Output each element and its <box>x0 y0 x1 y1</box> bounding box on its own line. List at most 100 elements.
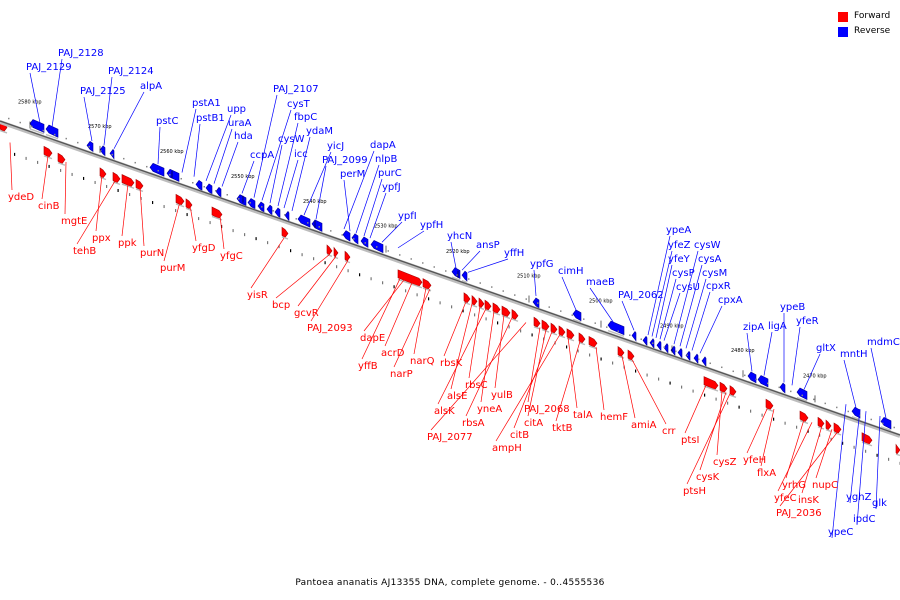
dot-mark-low-27 <box>324 261 326 265</box>
rev-leader-2 <box>83 96 93 142</box>
fwd-gene-label-13: PAJ_2093 <box>307 323 353 334</box>
forward-gene-39-shadow <box>833 431 842 436</box>
dot-mark-low-73 <box>853 445 855 449</box>
dot-mark-46 <box>537 302 539 304</box>
legend-forward-label: Forward <box>854 11 891 21</box>
dot-mark-low-62 <box>727 401 729 405</box>
rev-gene-label-14: cysW <box>278 134 305 145</box>
rev-leader-12 <box>253 94 278 198</box>
fwd-leader-16 <box>361 278 401 360</box>
rev-gene-label-48: gltX <box>816 343 836 354</box>
dot-mark-low-66 <box>773 417 775 421</box>
forward-gene-39 <box>833 422 842 434</box>
rev-gene-label-54: ypeC <box>828 527 853 538</box>
dot-mark-57 <box>663 346 665 348</box>
dot-mark-low-57 <box>669 381 671 385</box>
dot-mark-26 <box>307 222 309 224</box>
reverse-gene-28 <box>642 335 648 347</box>
forward-gene-33 <box>719 381 728 394</box>
rev-leader-53 <box>856 411 867 526</box>
dot-mark-27 <box>318 226 320 228</box>
forward-gene-7-shadow <box>175 203 185 208</box>
dot-mark-17 <box>203 185 205 188</box>
dot-mark-55 <box>640 338 642 340</box>
tick-label-2: 2560 kbp <box>160 149 184 155</box>
forward-gene-2-shadow <box>57 162 66 166</box>
rev-leader-49 <box>843 359 857 408</box>
forward-gene-11 <box>326 244 333 256</box>
rev-gene-label-17: ydaM <box>306 126 333 137</box>
tick-label-6: 2520 kbp <box>446 249 470 255</box>
rev-gene-label-22: nlpB <box>375 154 397 165</box>
dot-mark-14 <box>169 173 171 176</box>
rev-gene-label-43: cpxA <box>718 295 743 306</box>
dot-mark-low-14 <box>175 209 177 213</box>
dot-mark-1 <box>19 121 21 124</box>
legend: Forward Reverse <box>838 9 890 39</box>
fwd-gene-label-32: tktB <box>552 423 573 434</box>
reverse-gene-24 <box>532 297 540 309</box>
rev-gene-label-29: yffH <box>504 248 524 259</box>
reverse-gene-41 <box>851 406 861 419</box>
tick-label-7: 2510 kbp <box>517 274 541 280</box>
forward-gene-track <box>0 120 900 457</box>
dot-mark-low-30 <box>359 273 361 277</box>
rev-leader-15 <box>277 122 299 207</box>
dot-mark-64 <box>744 374 746 377</box>
dot-mark-low-36 <box>428 297 430 301</box>
fwd-gene-label-37: cysZ <box>713 457 737 468</box>
dot-mark-low-20 <box>244 233 246 237</box>
fwd-leader-37 <box>716 390 723 456</box>
fwd-leader-33 <box>595 346 605 411</box>
dot-mark-low-52 <box>612 361 614 365</box>
fwd-leader-7 <box>163 201 181 262</box>
reverse-gene-27 <box>631 330 637 342</box>
dot-mark-6 <box>77 141 79 144</box>
dot-mark-low-1 <box>25 156 27 160</box>
dot-mark-61 <box>709 362 711 365</box>
fwd-leader-22 <box>437 308 487 405</box>
fwd-gene-label-0: ydeD <box>8 192 34 203</box>
rev-gene-label-20: dapA <box>370 140 396 151</box>
reverse-gene-14 <box>274 207 281 219</box>
rev-leader-13 <box>261 109 292 201</box>
dot-mark-low-21 <box>255 237 257 241</box>
rev-leader-54 <box>831 404 847 539</box>
rev-gene-label-25: ypfI <box>398 211 417 222</box>
dot-mark-low-61 <box>715 397 717 401</box>
fwd-leader-23 <box>480 311 495 403</box>
fwd-leader-15 <box>384 282 413 347</box>
rev-gene-label-53: ipdC <box>853 514 875 525</box>
fwd-gene-label-43: yfeC <box>774 493 797 504</box>
rev-leader-9 <box>213 128 233 184</box>
forward-gene-12-shadow <box>333 256 339 260</box>
dot-mark-low-15 <box>186 213 188 217</box>
dot-mark-25 <box>295 218 297 220</box>
forward-gene-19-shadow <box>484 309 492 313</box>
dot-mark-16 <box>192 181 194 184</box>
rev-gene-label-27: yhcN <box>447 231 472 242</box>
fwd-gene-label-41: flxA <box>757 468 776 479</box>
rev-leader-36 <box>655 264 673 338</box>
rev-leader-11 <box>241 160 255 194</box>
dot-mark-50 <box>583 318 585 320</box>
rev-gene-label-33: PAJ_2062 <box>618 290 664 301</box>
rev-leader-0 <box>29 72 41 124</box>
dot-mark-low-9 <box>117 188 119 192</box>
dot-mark-19 <box>226 194 228 196</box>
rev-gene-label-3: PAJ_2124 <box>108 66 154 77</box>
forward-gene-19 <box>484 299 492 311</box>
forward-gene-21-shadow <box>501 314 511 320</box>
rev-leader-3 <box>103 76 113 146</box>
forward-gene-11-shadow <box>326 253 333 257</box>
dot-mark-low-42 <box>497 321 499 325</box>
rev-gene-label-40: cysA <box>698 254 722 265</box>
rev-gene-label-28: ansP <box>476 240 500 251</box>
tick-label-0: 2580 kbp <box>18 99 42 105</box>
reverse-gene-track <box>29 119 892 432</box>
dot-mark-4 <box>54 133 56 136</box>
fwd-leader-40 <box>746 406 769 454</box>
forward-gene-22 <box>511 309 519 321</box>
rev-gene-label-39: cysW <box>694 240 721 251</box>
